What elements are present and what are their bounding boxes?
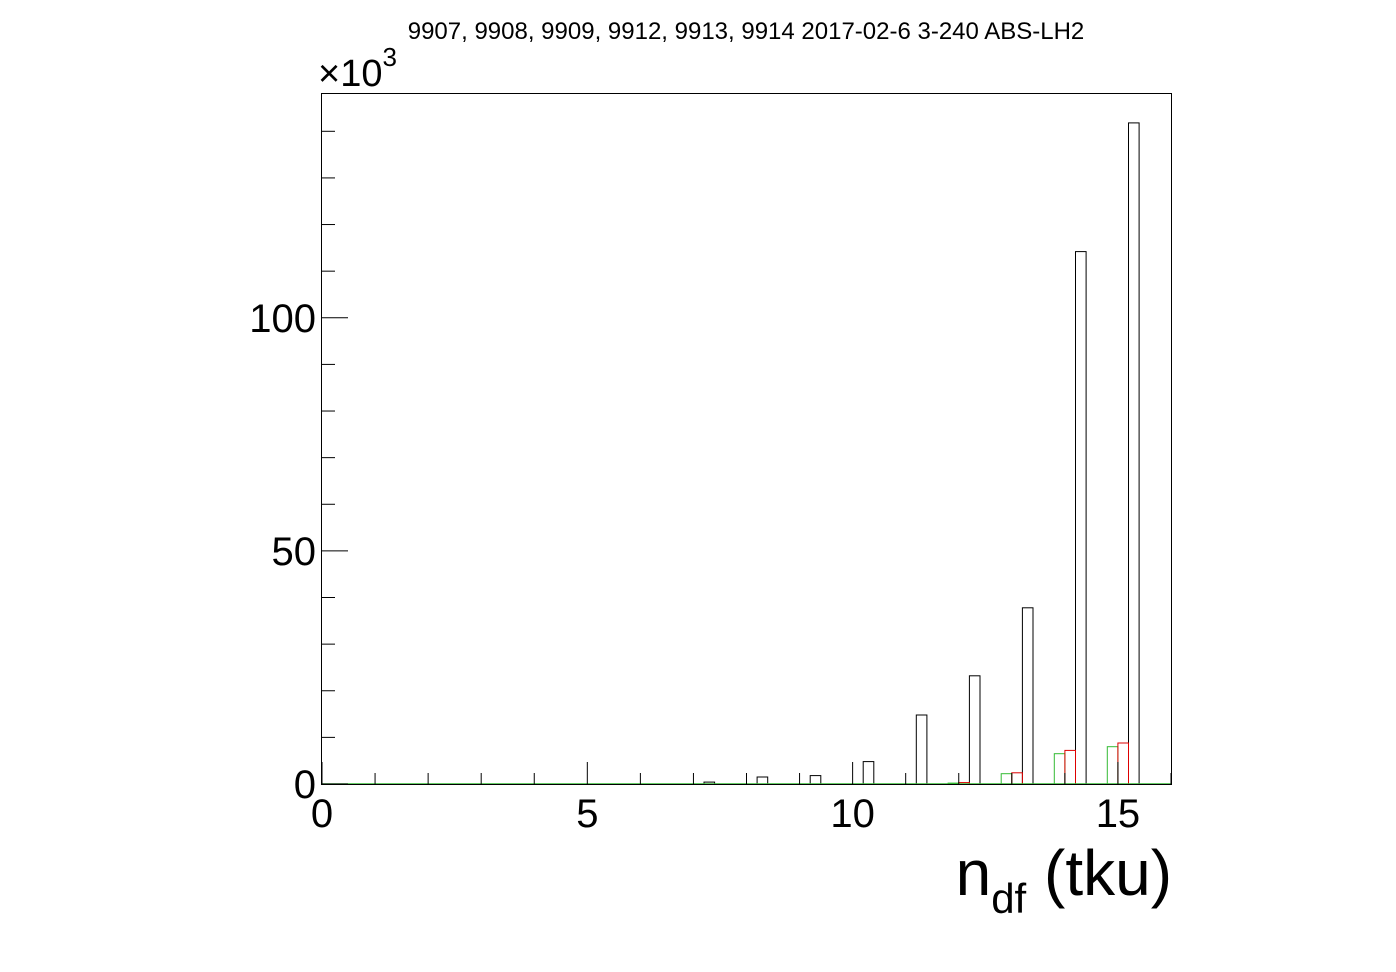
x-tick-label-2: 10 xyxy=(830,792,875,836)
y-multiplier-exponent: 3 xyxy=(382,42,396,72)
x-tick-label-3: 15 xyxy=(1096,792,1141,836)
y-tick-label-0: 0 xyxy=(294,763,316,807)
y-tick-label-2: 100 xyxy=(249,297,316,341)
x-axis-title-subscript: df xyxy=(991,875,1026,922)
x-axis-title-suffix: (tku) xyxy=(1026,837,1172,909)
chart-title: 9907, 9908, 9909, 9912, 9913, 9914 2017-… xyxy=(408,18,1085,45)
svg-text:×103: ×103 xyxy=(318,42,397,95)
y-multiplier: ×103 xyxy=(318,42,397,95)
svg-text:ndf (tku): ndf (tku) xyxy=(956,837,1172,922)
x-axis-title-main: n xyxy=(956,837,992,909)
y-multiplier-base: ×10 xyxy=(318,53,382,95)
x-axis-title: ndf (tku) xyxy=(956,837,1172,922)
y-tick-label-1: 50 xyxy=(272,530,317,574)
plot-frame xyxy=(321,93,1172,785)
ticks-layer: 0 5 10 15 0 50 100 xyxy=(249,130,1172,836)
x-tick-label-1: 5 xyxy=(576,792,598,836)
x-tick-label-0: 0 xyxy=(311,792,333,836)
